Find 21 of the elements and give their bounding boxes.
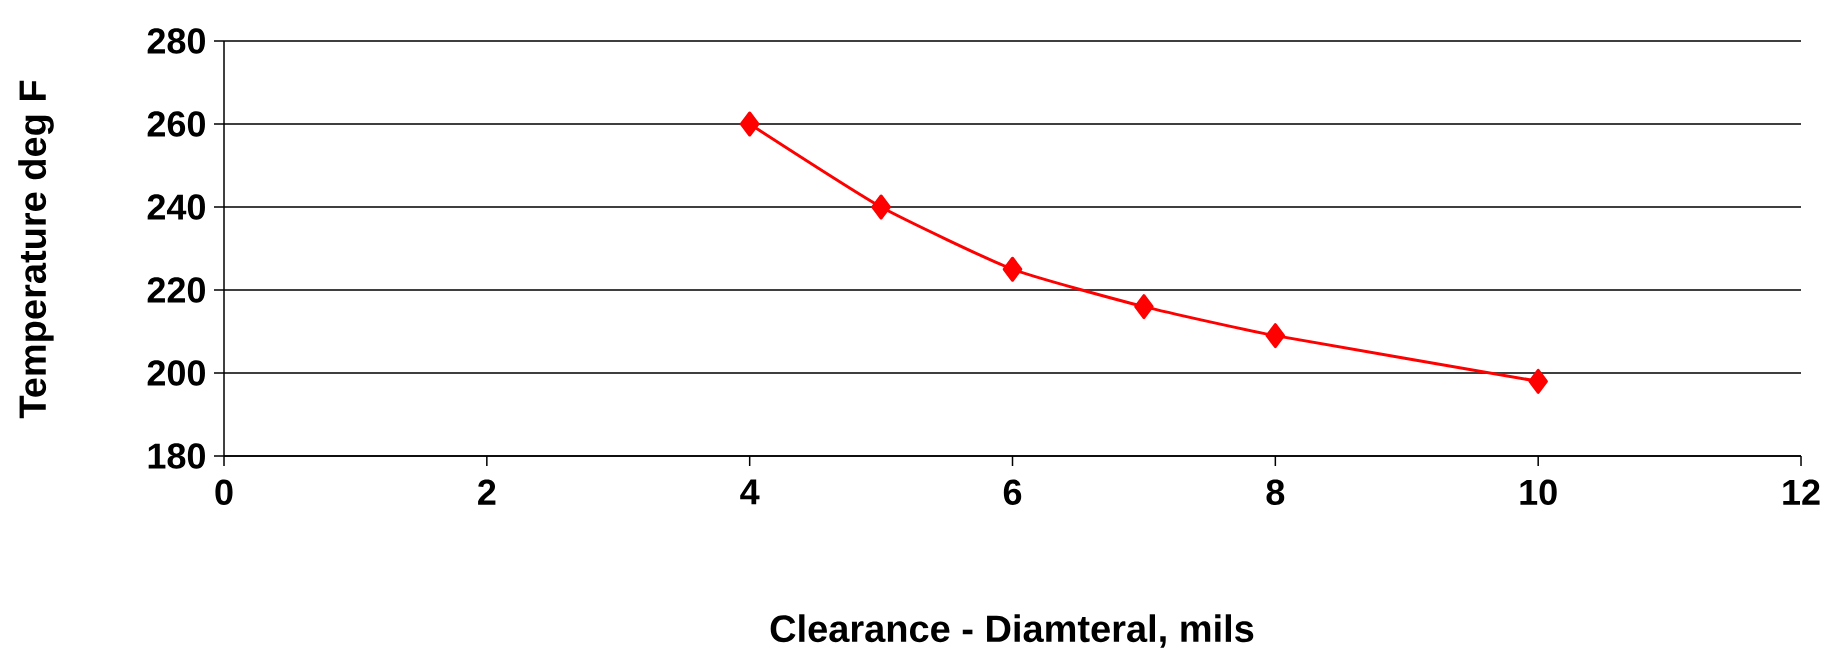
- x-tick-label: 6: [1003, 479, 1022, 506]
- x-axis-title: Clearance - Diamteral, mils: [770, 614, 1254, 648]
- point: [1134, 294, 1154, 320]
- x-tick-label: 8: [1266, 479, 1285, 506]
- x-tick-label: 12: [1783, 479, 1820, 505]
- x-tick-label: 2: [478, 479, 496, 505]
- x-tick-label: 0: [215, 479, 233, 506]
- point: [739, 111, 760, 137]
- point: [1528, 368, 1548, 394]
- y-tick-label: 200: [147, 360, 205, 386]
- y-tick-label: 280: [147, 28, 205, 54]
- point: [1002, 256, 1023, 282]
- y-tick-label: 260: [147, 111, 205, 137]
- y-tick-label: 220: [147, 277, 205, 303]
- x-tick-label: 4: [740, 479, 760, 505]
- x-tick-label: 10: [1520, 479, 1557, 506]
- point: [1265, 323, 1286, 349]
- y-tick-label: 180: [148, 443, 205, 469]
- y-axis-title: Temperature deg F: [18, 80, 54, 419]
- y-tick-label: 240: [147, 194, 205, 220]
- point: [871, 194, 891, 220]
